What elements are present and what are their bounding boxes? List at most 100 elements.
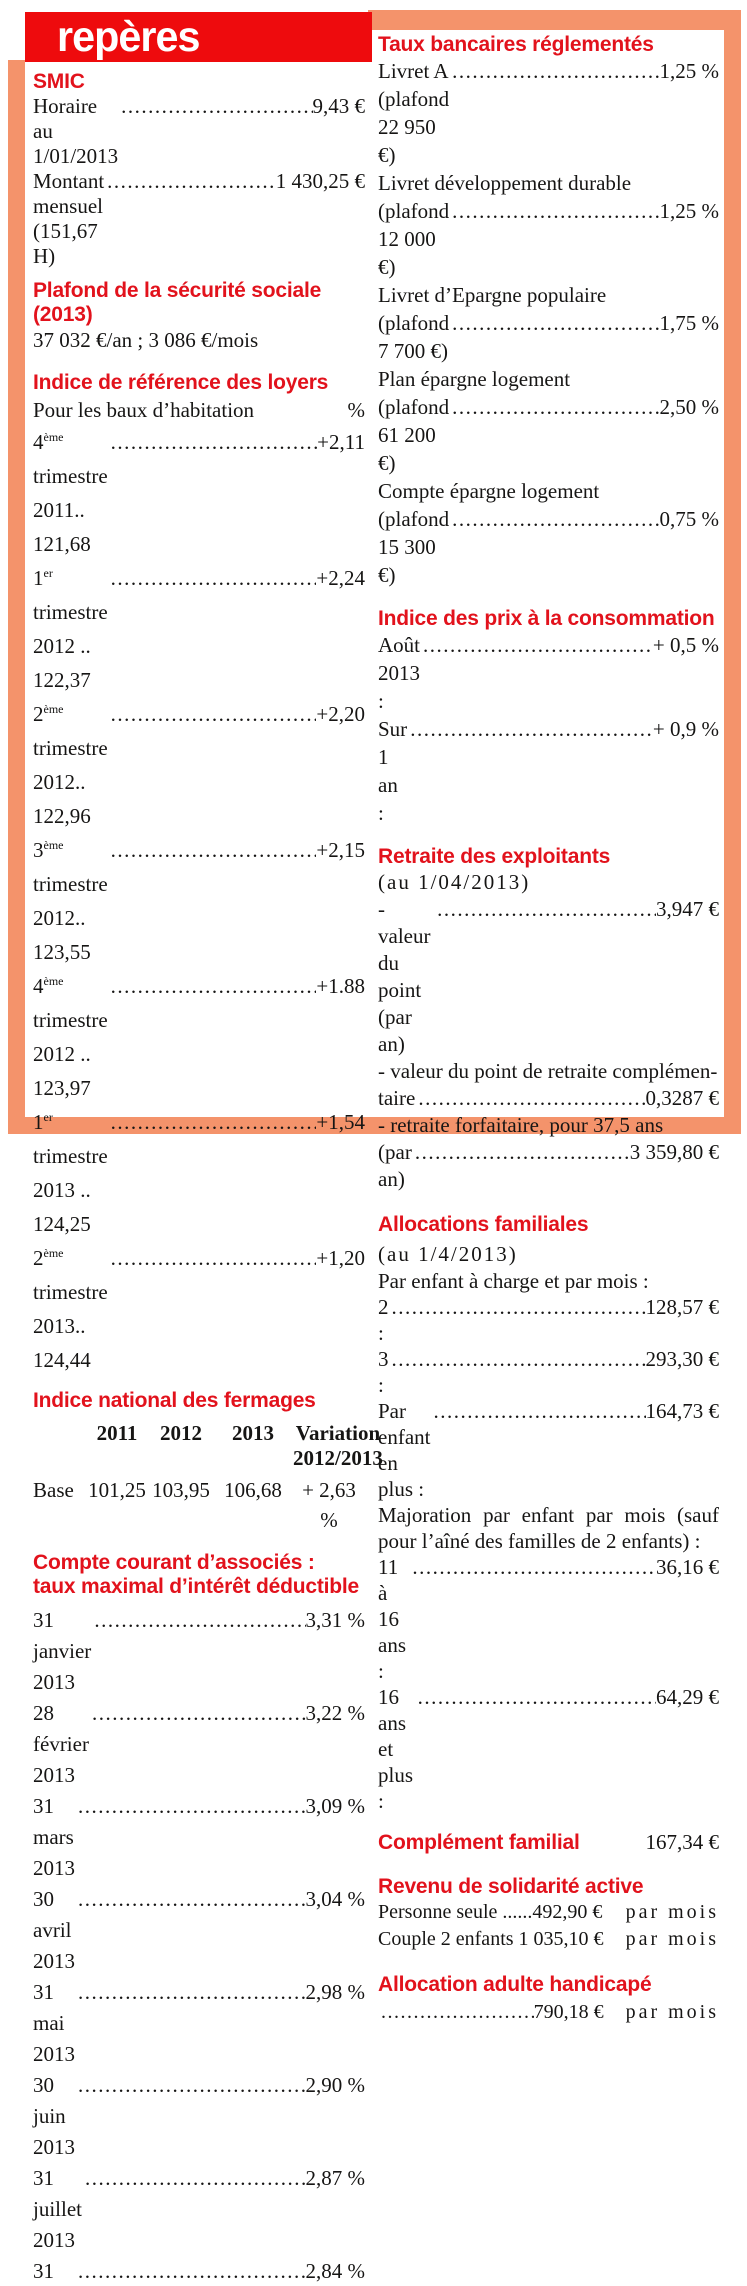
data-row: 4ème trimestre 2011.. 121,68 ...........…	[33, 425, 365, 561]
row-value: 1 430,25 €	[275, 169, 365, 193]
row-label: Couple 2 enfants	[378, 1928, 514, 1950]
row-value: 1,25 %	[659, 199, 720, 223]
right-column: Taux bancaires réglementés Livret A (pla…	[378, 33, 719, 2027]
section-retraite-exploitants: Retraite des exploitants (au 1/04/2013) …	[378, 845, 719, 1193]
data-row: 16 ans et plus : .......................…	[378, 1684, 719, 1814]
row-label: 2 :	[378, 1295, 389, 1345]
ordinal-suffix: ème	[43, 702, 64, 716]
leader-dots: ........................................…	[110, 1110, 317, 1134]
subheader-unit: %	[347, 398, 366, 422]
heading-compte-courant-1: Compte courant d’associés :	[33, 1551, 315, 1574]
data-row: 11 à 16 ans : ..........................…	[378, 1554, 719, 1684]
row-label: (plafond 61 200 €)	[378, 395, 450, 475]
heading-indice-loyers: Indice de référence des loyers	[33, 371, 329, 394]
row-value: 3,09 %	[305, 1794, 366, 1818]
data-row: Livret A (plafond 22 950 €) ............…	[378, 57, 719, 169]
data-row: (plafond 7 700 €) ......................…	[378, 309, 719, 365]
row-value: 1,25 %	[659, 59, 720, 83]
wrapped-text-line: - valeur du point de retraite complémen-	[378, 1059, 718, 1083]
ordinal-suffix: er	[43, 1110, 53, 1124]
leader-dots: ........................................…	[110, 1246, 317, 1270]
variation-line2: 2012/2013	[293, 1446, 383, 1470]
row-label: Sur 1 an :	[378, 717, 408, 825]
heading-smic: SMIC	[33, 70, 85, 93]
row-value: 64,29 €	[656, 1685, 719, 1709]
row-value: 3,31 %	[305, 1608, 366, 1632]
leader-dots: ........................................…	[78, 1980, 306, 2004]
leader-dots: ........................................…	[423, 633, 653, 657]
cell-value: 106,68	[224, 1478, 282, 1502]
label-text: trimestre 2013..	[33, 1280, 108, 1338]
row-label: (plafond 7 700 €)	[378, 311, 450, 363]
row-value: 164,73 €	[645, 1399, 720, 1423]
row-value: + 0,9 %	[652, 717, 719, 741]
row-value: 2,84 %	[305, 2259, 366, 2283]
data-row: 31 mars 2013 ...........................…	[33, 1791, 365, 1884]
frame-top-bar	[368, 10, 740, 30]
frame-left-bar	[8, 60, 25, 1117]
leader-dots: ........................................…	[381, 2001, 534, 2023]
data-row: (plafond 61 200 €) .....................…	[378, 393, 719, 477]
row-label: 11 à 16 ans :	[378, 1555, 406, 1683]
leader-dots: ........................................…	[91, 1701, 306, 1725]
product-name: Compte épargne logement	[378, 479, 600, 503]
variation-value: +1,54	[316, 1110, 365, 1134]
data-row: (plafond 15 300 €) .....................…	[378, 505, 719, 589]
section-aah: Allocation adulte handicapé ............…	[378, 1973, 719, 2027]
data-row: 31 août 2013 ...........................…	[33, 2256, 365, 2286]
heading-compte-courant-2: taux maximal d’intérêt déductible	[33, 1575, 359, 1598]
index-value: 122,37	[33, 668, 91, 692]
label-text: trimestre 2013 ..	[33, 1144, 108, 1202]
page-title: repères	[57, 13, 200, 61]
ordinal: 4	[33, 974, 44, 998]
leader-dots: ........................................…	[412, 1555, 656, 1579]
row-value: 492,90 €	[532, 1901, 603, 1923]
section-prix-consommation: Indice des prix à la consommation Août 2…	[378, 607, 719, 827]
leader-dots: ........................................…	[85, 2166, 306, 2190]
plafond-value: 37 032 €/an ; 3 086 €/mois	[33, 328, 259, 352]
row-suffix: par mois	[625, 1928, 719, 1950]
cell-value: 101,25	[88, 1478, 146, 1502]
row-label: 28 février 2013	[33, 1701, 89, 1787]
section-compte-courant: Compte courant d’associés : taux maximal…	[33, 1551, 365, 2286]
fermages-base-row: Base 101,25 103,95 106,68 + 2,63 %	[33, 1475, 365, 1535]
col-header-variation: Variation 2012/2013	[293, 1421, 383, 1471]
variation-line1: Variation	[295, 1421, 381, 1445]
data-row: Horaire au 1/01/2013 ...................…	[33, 94, 365, 169]
row-value: 2,87 %	[305, 2166, 366, 2190]
data-row: Personne seule ...... 492,90 € par mois	[378, 1899, 719, 1926]
leader-dots: ........................................…	[121, 94, 313, 118]
data-row: (par an) ...............................…	[378, 1139, 719, 1193]
label-text: trimestre 2012 ..	[33, 600, 108, 658]
row-label: 2ème trimestre 2012.. 122,96	[33, 697, 108, 833]
row-label: 2ème trimestre 2013.. 124,44	[33, 1241, 108, 1377]
leader-dots: ........................................…	[78, 1794, 306, 1818]
leader-dots: ........................................…	[110, 974, 317, 998]
row-label: 1er trimestre 2012 .. 122,37	[33, 561, 108, 697]
note-line: Majoration par enfant par mois (sauf	[378, 1503, 719, 1527]
section-fermages: Indice national des fermages 2011 2012 2…	[33, 1389, 383, 1535]
col-header: 2011	[96, 1421, 138, 1445]
section-taux-bancaires: Taux bancaires réglementés Livret A (pla…	[378, 33, 719, 589]
data-row: 31 mai 2013 ............................…	[33, 1977, 365, 2070]
subheader-row: Pour les baux d’habitation %	[33, 395, 365, 425]
data-row: 31 juillet 2013 ........................…	[33, 2163, 365, 2256]
heading-aah: Allocation adulte handicapé	[378, 1973, 652, 1996]
variation-value: +2,20	[316, 702, 365, 726]
row-value: 1 035,10 €	[518, 1928, 604, 1950]
data-row: 28 février 2013 ........................…	[33, 1698, 365, 1791]
leader-dots: ........................................…	[417, 1685, 656, 1709]
frame-right-bar	[724, 10, 741, 1134]
row-label: (plafond 12 000 €)	[378, 199, 450, 279]
leader-dots: ........................................…	[452, 59, 659, 83]
variation-value: +2,11	[317, 430, 365, 454]
row-label: Base	[33, 1478, 74, 1502]
cell-value: 103,95	[152, 1478, 210, 1502]
leader-dots: ........................................…	[452, 395, 659, 419]
variation-value: +1.88	[316, 974, 365, 998]
ordinal: 1	[33, 1110, 44, 1134]
data-row: (plafond 12 000 €) .....................…	[378, 197, 719, 281]
ordinal: 1	[33, 566, 44, 590]
data-row: 3ème trimestre 2012.. 123,55 ...........…	[33, 833, 365, 969]
leader-dots: ........................................…	[110, 430, 318, 454]
